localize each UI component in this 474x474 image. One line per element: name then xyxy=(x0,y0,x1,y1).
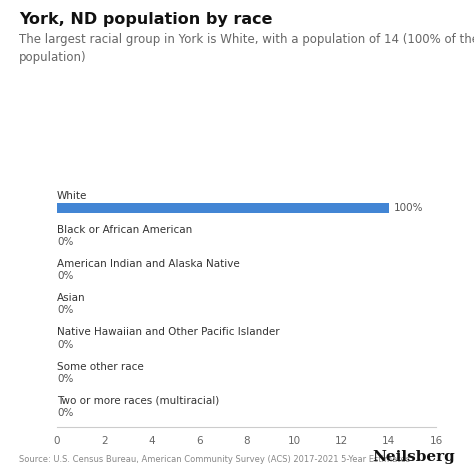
Text: Black or African American: Black or African American xyxy=(57,225,192,235)
Text: 0%: 0% xyxy=(57,339,73,350)
Text: 0%: 0% xyxy=(57,374,73,384)
Text: 0%: 0% xyxy=(57,305,73,316)
Text: 0%: 0% xyxy=(57,408,73,418)
Text: 0%: 0% xyxy=(57,237,73,247)
Text: The largest racial group in York is White, with a population of 14 (100% of the : The largest racial group in York is Whit… xyxy=(19,33,474,64)
Text: Asian: Asian xyxy=(57,293,85,303)
Bar xyxy=(57,203,389,213)
Text: 0%: 0% xyxy=(57,271,73,281)
Text: Some other race: Some other race xyxy=(57,362,144,372)
Text: Native Hawaiian and Other Pacific Islander: Native Hawaiian and Other Pacific Island… xyxy=(57,328,280,337)
Text: White: White xyxy=(57,191,87,201)
Text: American Indian and Alaska Native: American Indian and Alaska Native xyxy=(57,259,240,269)
Text: 100%: 100% xyxy=(393,203,423,213)
Text: Source: U.S. Census Bureau, American Community Survey (ACS) 2017-2021 5-Year Est: Source: U.S. Census Bureau, American Com… xyxy=(19,455,410,464)
Text: York, ND population by race: York, ND population by race xyxy=(19,12,273,27)
Text: Neilsberg: Neilsberg xyxy=(372,449,455,464)
Text: Two or more races (multiracial): Two or more races (multiracial) xyxy=(57,396,219,406)
